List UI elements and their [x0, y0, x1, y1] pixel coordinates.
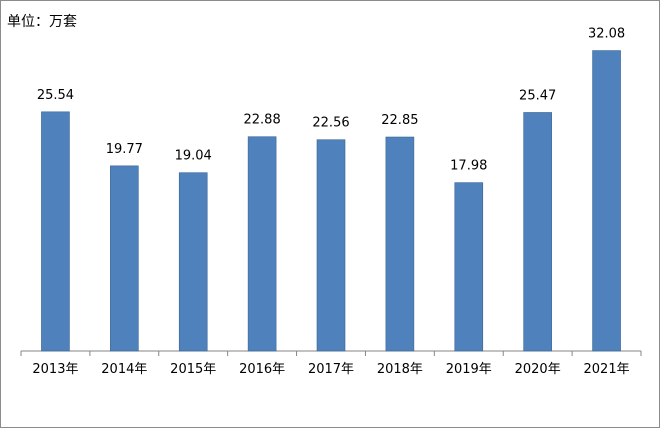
x-tick-label: 2015年: [170, 362, 216, 377]
x-tick-label: 2016年: [239, 362, 285, 377]
data-label: 22.88: [244, 113, 281, 128]
x-tick-label: 2013年: [32, 362, 78, 377]
bar-2017年: [316, 139, 346, 352]
bar-2016年: [247, 136, 277, 352]
data-label: 22.85: [381, 113, 418, 128]
x-tick-label: 2020年: [515, 362, 561, 377]
bar-2014年: [110, 165, 139, 352]
x-tick-label: 2017年: [308, 362, 354, 377]
x-tick-label: 2019年: [446, 362, 492, 377]
data-label: 19.04: [175, 149, 212, 164]
bar-2018年: [385, 136, 415, 352]
bar-2020年: [523, 112, 552, 352]
bar-2019年: [454, 182, 484, 352]
x-tick-label: 2021年: [584, 362, 630, 377]
bar-2013年: [41, 111, 70, 352]
unit-label: 单位：万套: [7, 14, 77, 30]
data-label: 25.54: [37, 88, 74, 103]
data-label: 32.08: [588, 27, 625, 42]
data-label: 19.77: [106, 142, 143, 157]
x-tick-label: 2018年: [377, 362, 423, 377]
x-tick-label: 2014年: [101, 362, 147, 377]
bar-2015年: [178, 172, 208, 352]
data-label: 17.98: [450, 159, 487, 174]
data-label: 22.56: [312, 116, 349, 131]
data-label: 25.47: [519, 88, 556, 103]
bar-2021年: [592, 50, 621, 352]
